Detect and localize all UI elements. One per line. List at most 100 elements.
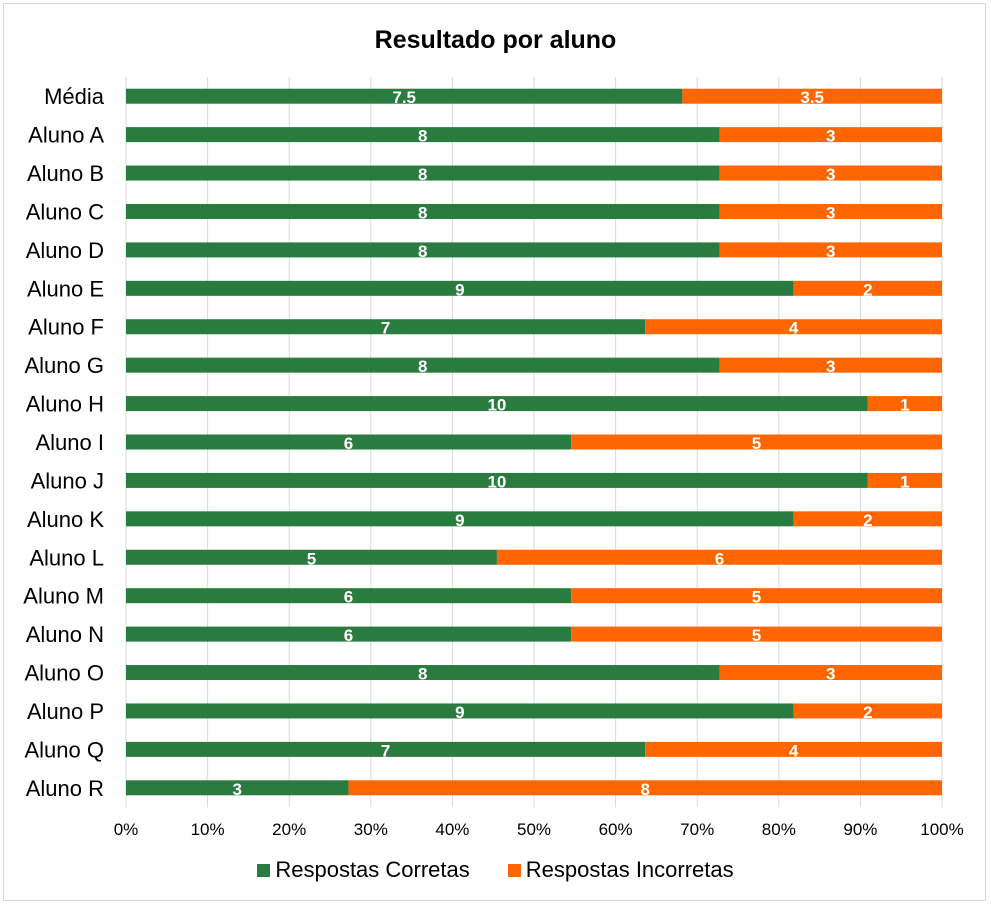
- data-label: 3: [233, 780, 242, 799]
- data-label: 10: [487, 396, 506, 415]
- data-label: 5: [752, 626, 761, 645]
- bar-segment: [793, 703, 942, 719]
- category-label: Aluno K: [27, 507, 104, 532]
- bar-segment: [571, 434, 942, 450]
- legend-swatch-incorrect: [507, 863, 521, 877]
- data-label: 5: [752, 588, 761, 607]
- data-label: 1: [900, 396, 909, 415]
- bar-segment: [867, 472, 942, 488]
- bar-segment: [126, 165, 720, 181]
- bar-segment: [126, 665, 720, 681]
- bar-segment: [348, 780, 943, 796]
- bar-segment: [719, 203, 942, 219]
- x-tick-label: 60%: [599, 820, 633, 839]
- data-label: 10: [487, 472, 506, 491]
- chart-plot: 0% 10% 20% 30% 40% 50% 60% 70% 80% 90% 100% 7.5 3.5 M…: [23, 77, 964, 839]
- category-label: Aluno O: [25, 661, 105, 686]
- x-tick-label: 40%: [435, 820, 469, 839]
- x-tick-label: 70%: [680, 820, 714, 839]
- data-label: 3: [826, 203, 835, 222]
- data-label: 8: [418, 357, 427, 376]
- category-label: Aluno P: [27, 699, 104, 724]
- data-label: 2: [863, 280, 872, 299]
- bar-segment: [126, 626, 572, 642]
- x-tick-label: 90%: [843, 820, 877, 839]
- data-label: 7: [381, 741, 390, 760]
- category-label: Aluno D: [26, 238, 104, 263]
- bar-segment: [126, 741, 646, 757]
- category-label: Média: [44, 84, 105, 109]
- bar-segment: [645, 319, 942, 335]
- x-tick-label: 0%: [114, 820, 139, 839]
- data-label: 4: [789, 741, 799, 760]
- data-label: 6: [715, 549, 724, 568]
- category-label: Aluno R: [26, 776, 104, 801]
- category-label: Aluno C: [26, 199, 104, 224]
- data-label: 8: [418, 165, 427, 184]
- bar-segment: [126, 703, 794, 719]
- bar-segment: [793, 511, 942, 527]
- data-label: 9: [455, 511, 464, 530]
- category-label: Aluno A: [28, 123, 104, 148]
- data-label: 8: [418, 203, 427, 222]
- data-label: 3: [826, 165, 835, 184]
- bar-segment: [126, 511, 794, 527]
- legend: Respostas Corretas Respostas Incorretas: [0, 857, 991, 883]
- category-label: Aluno G: [25, 353, 105, 378]
- category-label: Aluno F: [28, 315, 104, 340]
- category-label: Aluno E: [27, 276, 104, 301]
- x-tick-label: 30%: [354, 820, 388, 839]
- bar-segment: [126, 588, 572, 604]
- data-label: 8: [418, 242, 427, 261]
- bar-segment: [126, 280, 794, 296]
- category-label: Aluno B: [27, 161, 104, 186]
- chart-title: Resultado por aluno: [374, 26, 617, 54]
- bar-segment: [126, 88, 683, 104]
- category-label: Aluno J: [31, 468, 104, 493]
- data-label: 3: [826, 127, 835, 146]
- data-label: 3: [826, 357, 835, 376]
- data-label: 1: [900, 472, 909, 491]
- legend-item-correct: Respostas Corretas: [257, 857, 470, 883]
- data-label: 3.5: [800, 88, 824, 107]
- bar-segment: [496, 549, 942, 565]
- x-tick-label: 80%: [762, 820, 796, 839]
- category-label: Aluno M: [23, 584, 104, 609]
- data-label: 6: [344, 434, 353, 453]
- bar-segment: [645, 741, 942, 757]
- data-label: 3: [826, 665, 835, 684]
- data-label: 9: [455, 280, 464, 299]
- legend-item-incorrect: Respostas Incorretas: [507, 857, 734, 883]
- bar-segment: [126, 357, 720, 373]
- category-label: Aluno L: [29, 545, 104, 570]
- bar-segment: [126, 242, 720, 258]
- data-label: 8: [641, 780, 650, 799]
- bar-segment: [571, 588, 942, 604]
- bar-segment: [682, 88, 942, 104]
- category-label: Aluno Q: [25, 737, 105, 762]
- bar-segment: [793, 280, 942, 296]
- x-tick-label: 20%: [272, 820, 306, 839]
- data-label: 9: [455, 703, 464, 722]
- legend-label-correct: Respostas Corretas: [275, 857, 470, 882]
- data-label: 8: [418, 127, 427, 146]
- data-label: 4: [789, 319, 799, 338]
- bar-segment: [126, 127, 720, 143]
- bar-segment: [719, 357, 942, 373]
- bar-segment: [719, 242, 942, 258]
- legend-swatch-correct: [257, 863, 271, 877]
- x-tick-label: 50%: [517, 820, 551, 839]
- bar-segment: [719, 127, 942, 143]
- data-label: 5: [307, 549, 316, 568]
- bar-segment: [867, 396, 942, 412]
- legend-label-incorrect: Respostas Incorretas: [525, 857, 734, 882]
- bar-segment: [126, 203, 720, 219]
- category-label: Aluno N: [26, 622, 104, 647]
- bar-segment: [126, 472, 868, 488]
- bar-segment: [126, 434, 572, 450]
- data-label: 2: [863, 703, 872, 722]
- bar-segment: [719, 665, 942, 681]
- bar-segment: [126, 780, 349, 796]
- bar-segment: [126, 319, 646, 335]
- bar-segment: [571, 626, 942, 642]
